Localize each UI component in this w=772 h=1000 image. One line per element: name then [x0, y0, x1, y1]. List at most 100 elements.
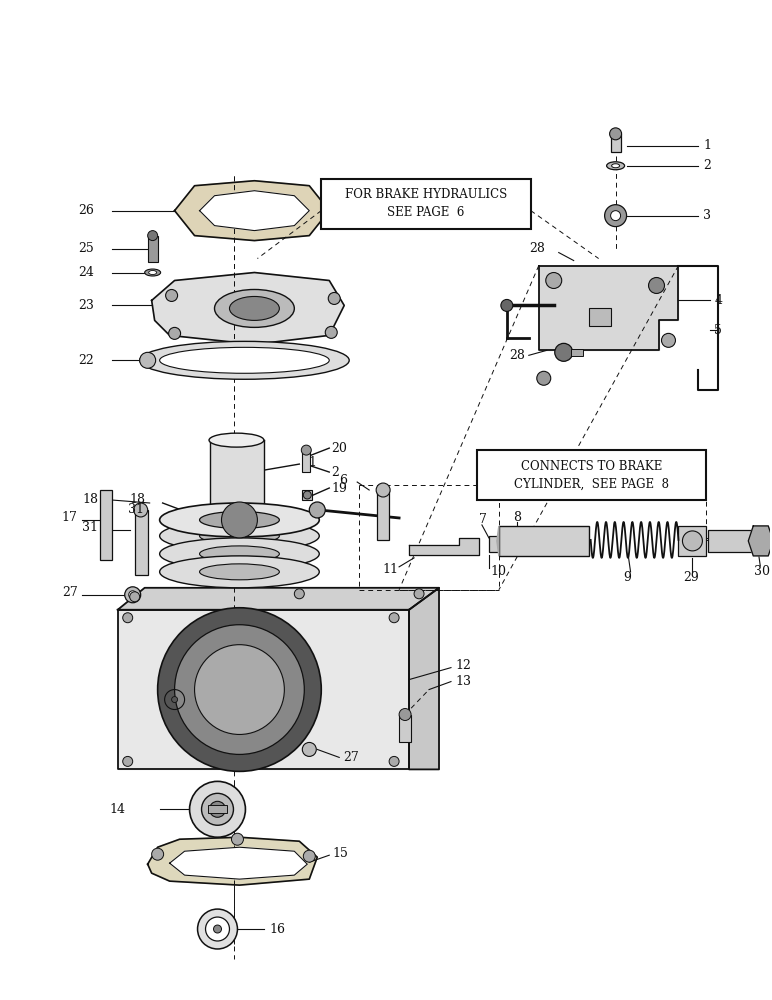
Text: 25: 25 [78, 242, 93, 255]
Circle shape [303, 850, 315, 862]
Ellipse shape [140, 341, 349, 379]
Bar [303, 490, 313, 500]
Text: CYLINDER,  SEE PAGE  8: CYLINDER, SEE PAGE 8 [514, 478, 669, 491]
Circle shape [171, 697, 178, 703]
Circle shape [123, 613, 133, 623]
Polygon shape [748, 526, 772, 556]
Circle shape [537, 371, 550, 385]
Circle shape [214, 925, 222, 933]
Bar [499, 526, 589, 556]
Circle shape [151, 848, 164, 860]
Ellipse shape [199, 564, 279, 580]
Text: 18: 18 [130, 493, 146, 506]
Circle shape [205, 917, 229, 941]
Bar [321, 179, 531, 229]
Text: 28: 28 [529, 242, 545, 255]
Circle shape [201, 793, 233, 825]
Text: 2: 2 [331, 466, 339, 479]
Circle shape [389, 756, 399, 766]
Bar [399, 715, 411, 742]
Circle shape [648, 278, 665, 293]
Polygon shape [174, 181, 329, 241]
Text: 15: 15 [332, 847, 348, 860]
Text: 31: 31 [127, 503, 144, 516]
Polygon shape [409, 538, 479, 555]
Text: 17: 17 [62, 511, 78, 524]
Circle shape [129, 591, 137, 599]
Polygon shape [170, 847, 307, 879]
Ellipse shape [199, 511, 279, 528]
Circle shape [147, 231, 157, 241]
Circle shape [174, 625, 304, 754]
Polygon shape [539, 266, 679, 350]
Circle shape [414, 589, 424, 599]
Text: 8: 8 [513, 511, 521, 524]
Text: 27: 27 [62, 586, 78, 599]
Circle shape [611, 211, 621, 221]
Circle shape [294, 589, 304, 599]
Text: 29: 29 [683, 571, 699, 584]
Circle shape [546, 273, 562, 288]
Circle shape [195, 645, 284, 734]
Circle shape [662, 333, 676, 347]
Circle shape [130, 592, 140, 602]
Ellipse shape [160, 556, 320, 588]
Text: FOR BRAKE HYDRAULICS: FOR BRAKE HYDRAULICS [345, 188, 507, 201]
Polygon shape [151, 273, 344, 344]
Circle shape [134, 503, 147, 517]
Circle shape [198, 909, 238, 949]
Text: 3: 3 [703, 209, 712, 222]
Ellipse shape [144, 269, 161, 276]
Ellipse shape [160, 538, 320, 570]
Text: 1: 1 [703, 139, 712, 152]
Text: 26: 26 [78, 204, 93, 217]
Text: SEE PAGE  6: SEE PAGE 6 [388, 206, 465, 219]
Polygon shape [199, 191, 310, 231]
Bar [589, 308, 611, 326]
Circle shape [501, 299, 513, 311]
Text: 19: 19 [331, 482, 347, 495]
Bar [477, 450, 706, 500]
Bar [679, 526, 706, 556]
Polygon shape [497, 526, 499, 556]
Ellipse shape [611, 164, 620, 168]
Circle shape [166, 289, 178, 301]
Polygon shape [118, 588, 439, 610]
Circle shape [604, 205, 627, 227]
Text: 14: 14 [110, 803, 126, 816]
Bar [134, 510, 147, 575]
Circle shape [209, 801, 225, 817]
Circle shape [310, 502, 325, 518]
Circle shape [509, 537, 525, 553]
Ellipse shape [229, 296, 279, 320]
Bar [303, 450, 310, 472]
Bar [709, 530, 753, 552]
Ellipse shape [160, 347, 329, 373]
Text: 16: 16 [269, 923, 286, 936]
Text: 21: 21 [301, 456, 317, 469]
Circle shape [157, 608, 321, 771]
Bar [100, 490, 112, 560]
Bar [147, 236, 157, 262]
Text: 22: 22 [78, 354, 93, 367]
Polygon shape [409, 588, 439, 769]
Bar [208, 805, 228, 813]
Polygon shape [118, 610, 409, 769]
Ellipse shape [199, 546, 279, 562]
Circle shape [399, 709, 411, 720]
Circle shape [303, 491, 311, 499]
Text: 10: 10 [491, 565, 507, 578]
Text: 4: 4 [714, 294, 723, 307]
Bar [571, 349, 583, 356]
Circle shape [610, 128, 621, 140]
Ellipse shape [149, 271, 157, 275]
Text: 5: 5 [714, 324, 723, 337]
Text: 24: 24 [78, 266, 93, 279]
Ellipse shape [215, 289, 294, 327]
Polygon shape [147, 837, 317, 885]
Circle shape [303, 742, 317, 756]
Circle shape [555, 343, 573, 361]
Circle shape [325, 326, 337, 338]
Text: CONNECTS TO BRAKE: CONNECTS TO BRAKE [521, 460, 662, 473]
Text: 7: 7 [479, 513, 487, 526]
